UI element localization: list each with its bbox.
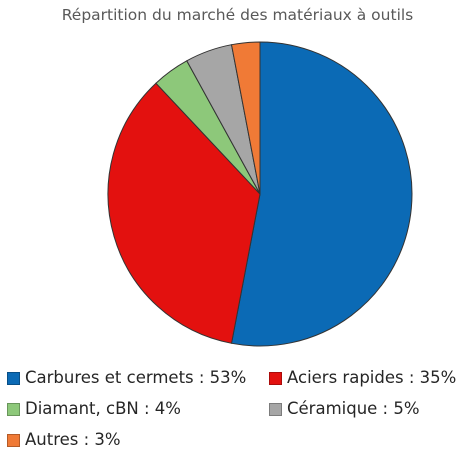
legend-item-carbures: Carbures et cermets : 53% — [7, 368, 246, 388]
legend-label-aciers: Aciers rapides : 35% — [287, 368, 457, 387]
legend-swatch-autres — [7, 433, 20, 447]
legend-swatch-aciers — [269, 371, 282, 385]
pie-slice-autres — [231, 41, 261, 195]
legend-swatch-carbures — [7, 371, 20, 385]
legend-item-diamant: Diamant, cBN : 4% — [7, 399, 181, 419]
legend-label-carbures: Carbures et cermets : 53% — [25, 368, 247, 387]
legend-swatch-ceramique — [269, 402, 282, 416]
legend-item-autres: Autres : 3% — [7, 430, 121, 450]
chart-title: Répartition du marché des matériaux à ou… — [61, 6, 414, 24]
pie-slice-aciers — [107, 82, 261, 344]
legend-label-autres: Autres : 3% — [25, 430, 121, 449]
pie-slices — [107, 41, 413, 347]
pie-slice-carbures — [231, 41, 413, 347]
legend-label-diamant: Diamant, cBN : 4% — [25, 399, 181, 418]
legend-item-ceramique: Céramique : 5% — [269, 399, 420, 419]
legend-label-ceramique: Céramique : 5% — [287, 399, 420, 418]
legend-swatch-diamant — [7, 402, 20, 416]
legend-item-aciers: Aciers rapides : 35% — [269, 368, 456, 388]
